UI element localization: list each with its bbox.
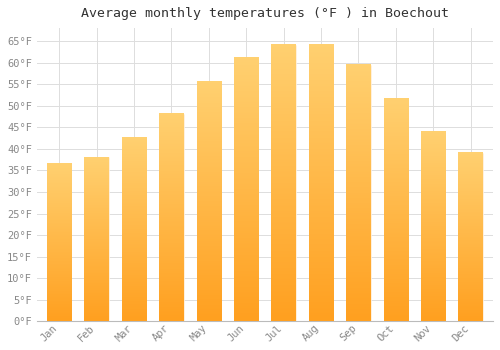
- Bar: [160, 114, 184, 321]
- Bar: [196, 82, 221, 321]
- Bar: [346, 65, 370, 321]
- Bar: [122, 138, 146, 321]
- Bar: [309, 45, 333, 321]
- Bar: [47, 164, 72, 321]
- Bar: [234, 58, 258, 321]
- Bar: [84, 158, 109, 321]
- Title: Average monthly temperatures (°F ) in Boechout: Average monthly temperatures (°F ) in Bo…: [81, 7, 449, 20]
- Bar: [421, 132, 446, 321]
- Bar: [272, 45, 296, 321]
- Bar: [384, 99, 408, 321]
- Bar: [458, 153, 483, 321]
